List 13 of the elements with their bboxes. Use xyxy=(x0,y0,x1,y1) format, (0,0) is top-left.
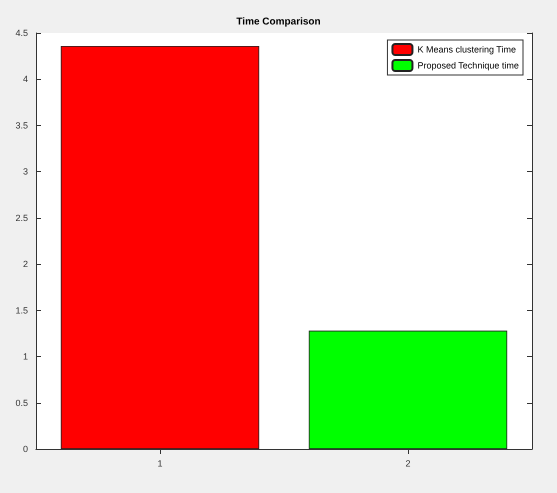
y-tick-label: 0.5 xyxy=(15,398,28,408)
y-tick-label: 4.5 xyxy=(15,28,28,38)
y-tick-label: 3.5 xyxy=(15,120,28,130)
legend-label: K Means clustering Time xyxy=(417,44,516,54)
y-tick-label: 3 xyxy=(22,166,28,177)
y-tick-label: 2 xyxy=(22,259,28,270)
y-tick-label: 1 xyxy=(22,352,28,362)
y-tick-label: 2.5 xyxy=(15,212,28,223)
chart-title: Time Comparison xyxy=(236,16,321,28)
y-tick-label: 0 xyxy=(22,444,28,454)
y-tick-label: 1.5 xyxy=(15,305,28,316)
y-tick-label: 4 xyxy=(22,74,28,84)
legend-label: Proposed Technique time xyxy=(417,60,519,70)
